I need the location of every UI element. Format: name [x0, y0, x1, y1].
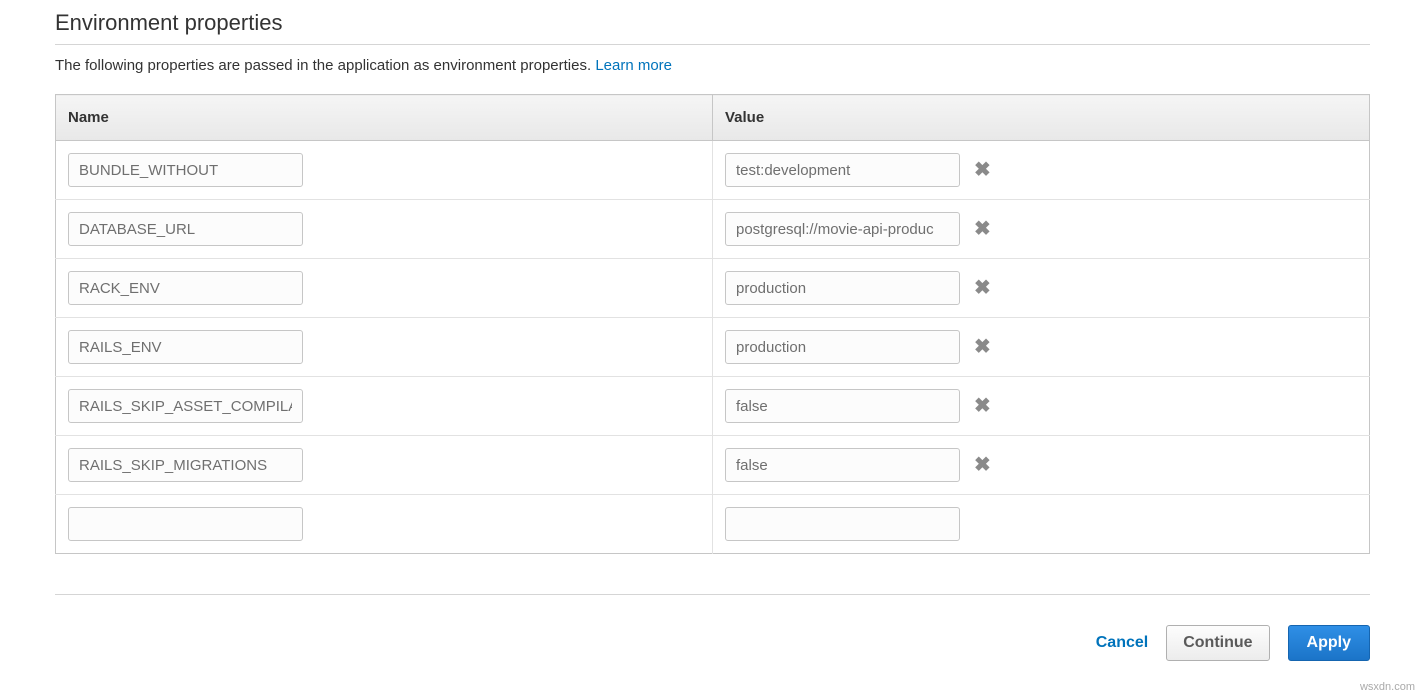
cell-value: ✖: [713, 141, 1370, 200]
property-name-input[interactable]: [68, 330, 303, 364]
property-value-input[interactable]: [725, 448, 960, 482]
property-name-input[interactable]: [68, 212, 303, 246]
table-row: [56, 495, 1370, 554]
property-name-input[interactable]: [68, 153, 303, 187]
cancel-button[interactable]: Cancel: [1096, 634, 1148, 652]
cell-name: [56, 259, 713, 318]
cell-name: [56, 141, 713, 200]
property-name-input[interactable]: [68, 271, 303, 305]
cell-name: [56, 318, 713, 377]
remove-icon[interactable]: ✖: [974, 219, 991, 239]
description-text: The following properties are passed in t…: [55, 57, 591, 74]
remove-icon[interactable]: ✖: [974, 160, 991, 180]
cell-value: ✖: [713, 259, 1370, 318]
environment-properties-table: Name Value ✖ ✖ ✖ ✖ ✖ ✖: [55, 94, 1370, 554]
table-row: ✖: [56, 141, 1370, 200]
remove-icon[interactable]: ✖: [974, 396, 991, 416]
cell-value: [713, 495, 1370, 554]
cell-name: [56, 495, 713, 554]
cell-value: ✖: [713, 200, 1370, 259]
property-value-input[interactable]: [725, 212, 960, 246]
continue-button[interactable]: Continue: [1166, 625, 1269, 661]
learn-more-link[interactable]: Learn more: [595, 57, 672, 74]
table-row: ✖: [56, 259, 1370, 318]
property-name-input[interactable]: [68, 507, 303, 541]
property-value-input[interactable]: [725, 153, 960, 187]
property-name-input[interactable]: [68, 448, 303, 482]
property-value-input[interactable]: [725, 330, 960, 364]
table-row: ✖: [56, 436, 1370, 495]
table-row: ✖: [56, 200, 1370, 259]
apply-button[interactable]: Apply: [1288, 625, 1370, 661]
cell-name: [56, 377, 713, 436]
property-value-input[interactable]: [725, 389, 960, 423]
cell-value: ✖: [713, 377, 1370, 436]
column-header-value: Value: [713, 95, 1370, 141]
cell-value: ✖: [713, 436, 1370, 495]
remove-icon[interactable]: ✖: [974, 337, 991, 357]
column-header-name: Name: [56, 95, 713, 141]
property-name-input[interactable]: [68, 389, 303, 423]
property-value-input[interactable]: [725, 507, 960, 541]
footer-actions: Cancel Continue Apply: [55, 594, 1370, 661]
cell-name: [56, 200, 713, 259]
cell-value: ✖: [713, 318, 1370, 377]
section-title: Environment properties: [55, 10, 1370, 45]
section-description: The following properties are passed in t…: [55, 57, 1370, 74]
table-row: ✖: [56, 318, 1370, 377]
remove-icon[interactable]: ✖: [974, 278, 991, 298]
watermark-text: wsxdn.com: [1360, 681, 1415, 693]
remove-icon[interactable]: ✖: [974, 455, 991, 475]
table-row: ✖: [56, 377, 1370, 436]
cell-name: [56, 436, 713, 495]
property-value-input[interactable]: [725, 271, 960, 305]
